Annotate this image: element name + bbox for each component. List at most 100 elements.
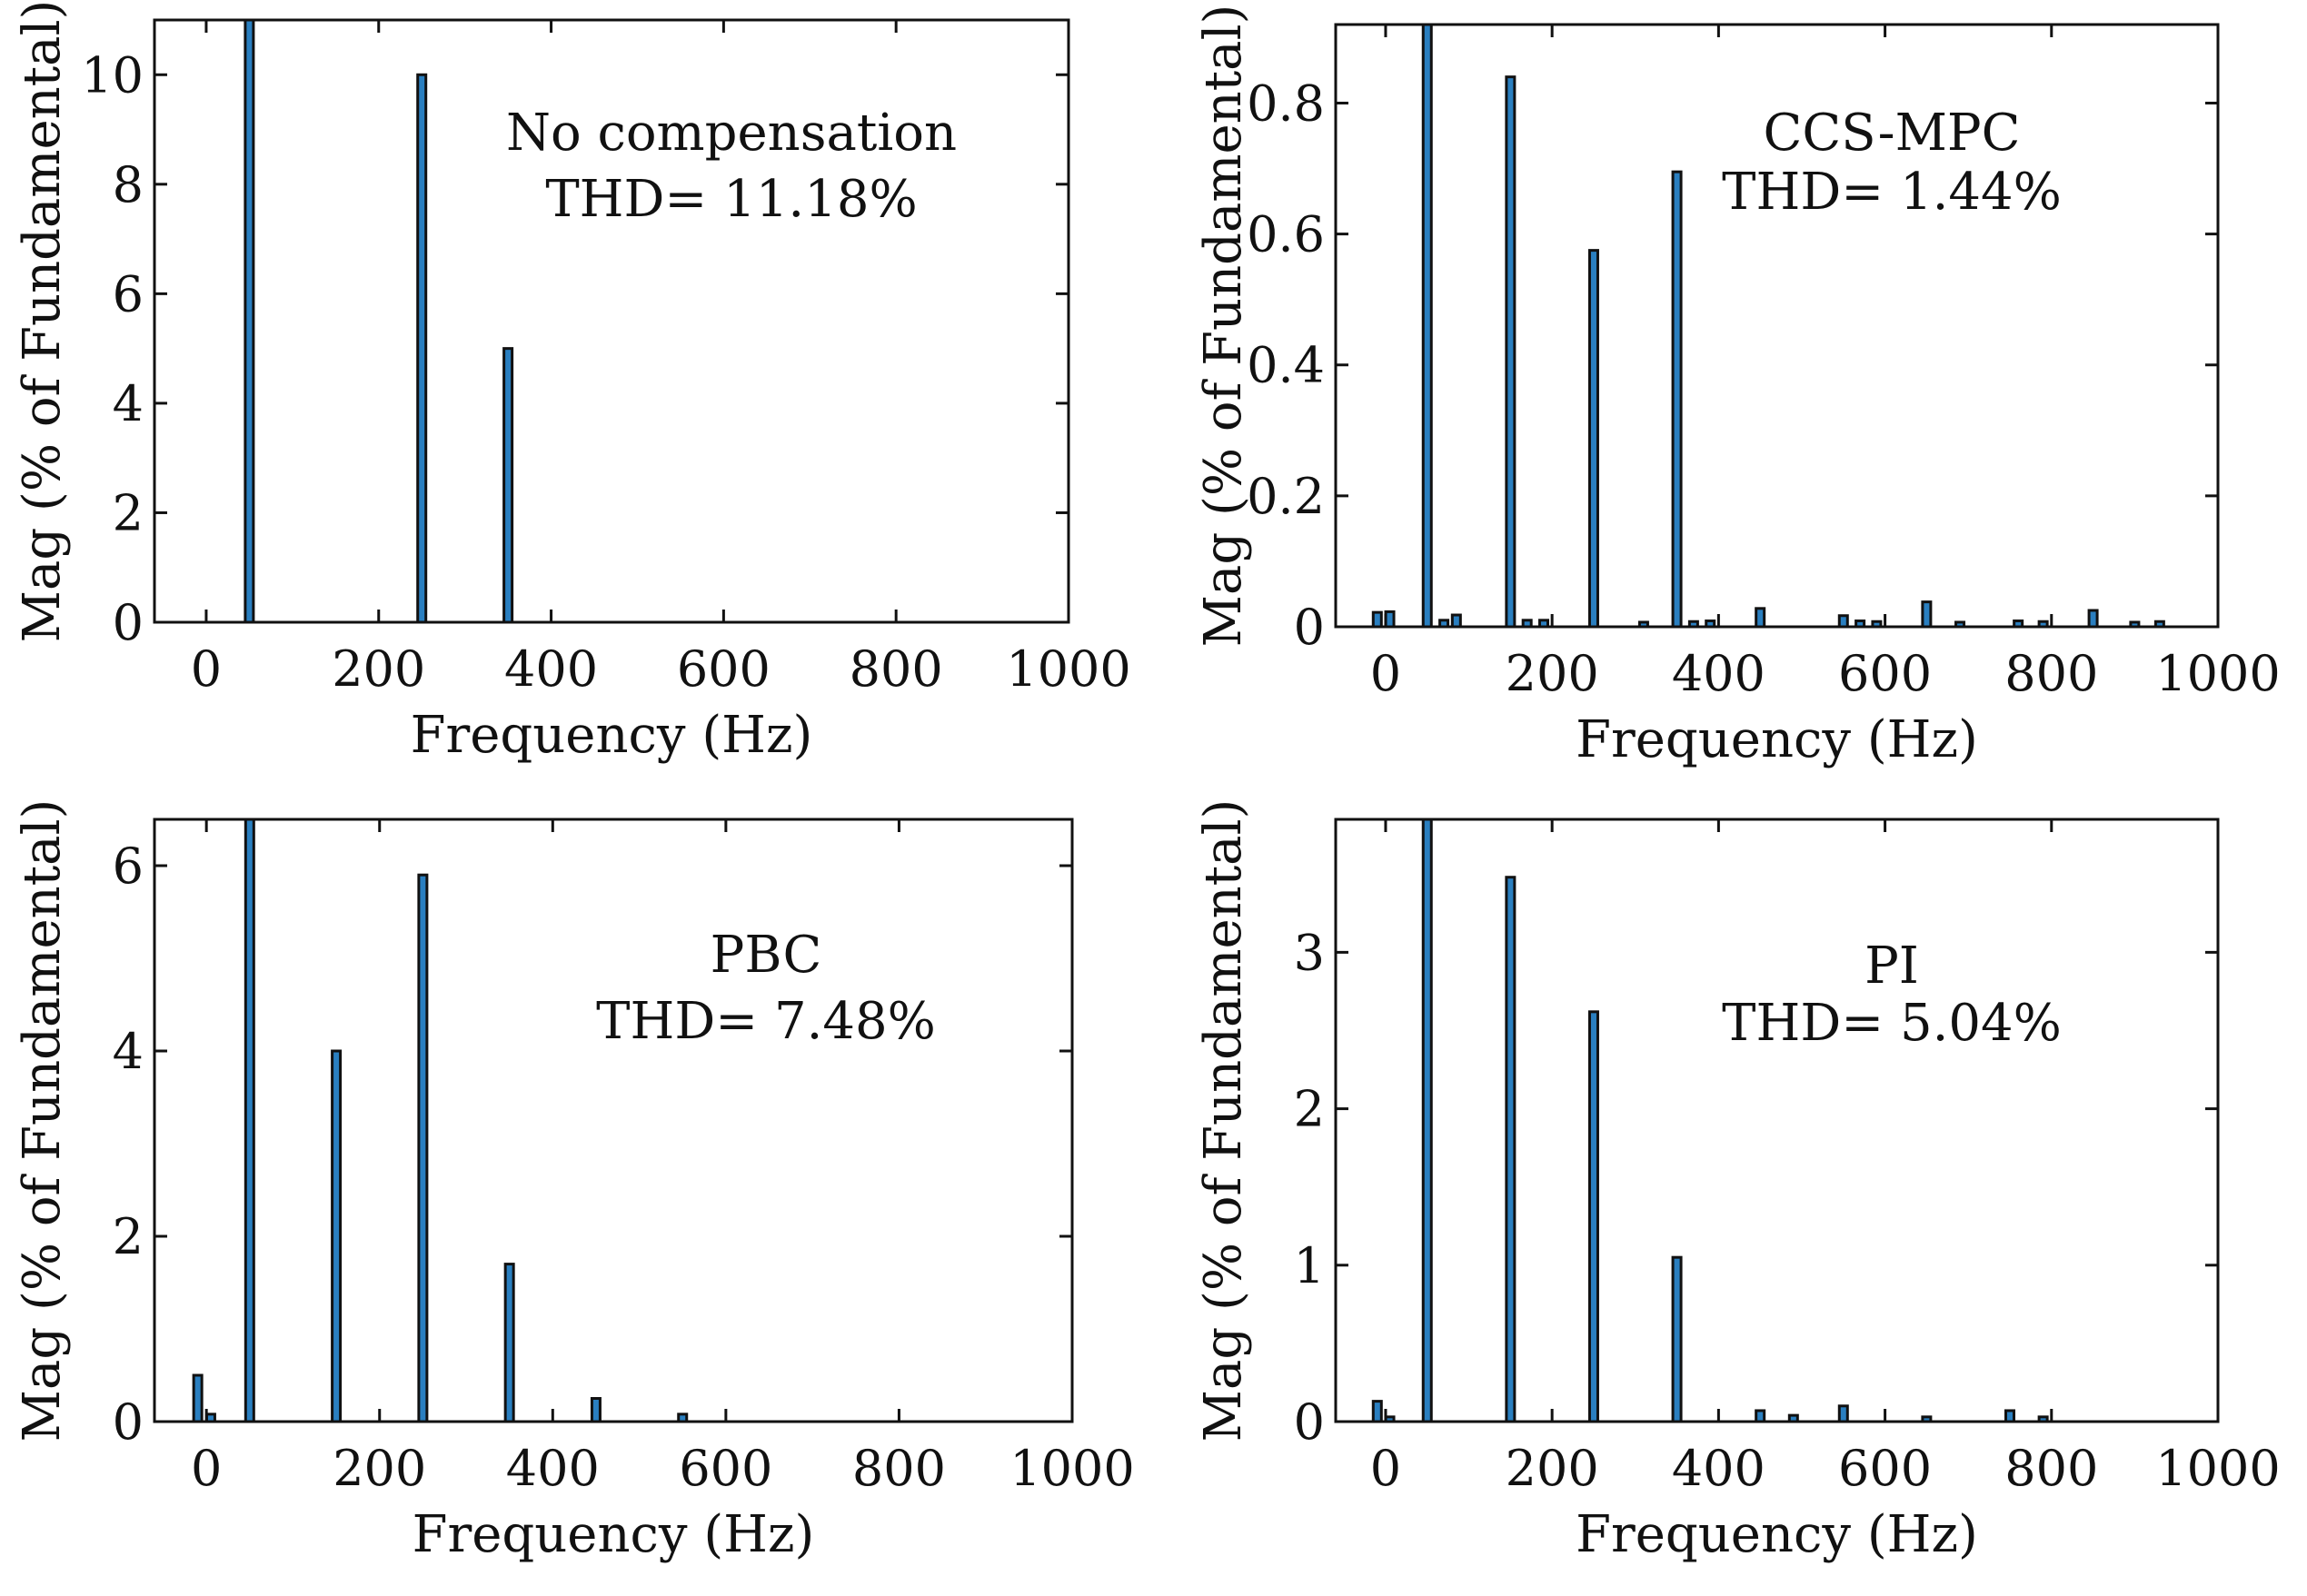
y-tick-label: 0.2 [1247, 468, 1325, 525]
x-tick-label: 400 [1672, 1440, 1765, 1497]
bar [1921, 600, 1933, 629]
y-tick-label: 0.4 [1247, 337, 1325, 394]
x-tick-label: 400 [506, 1440, 600, 1497]
panel-pi: 0 200 400 600 800 1000 0 1 2 3 Frequency (Hz) Mag (… [1194, 799, 2281, 1564]
y-axis-label: Mag (% of Fundamental) [1194, 5, 1253, 648]
controller-name-label: CCS-MPC [1764, 104, 2021, 163]
bar [1450, 613, 1462, 629]
bar [503, 1263, 515, 1423]
x-tick-label: 0 [1370, 1440, 1401, 1497]
plot-frame [153, 818, 1074, 1423]
x-tick-label: 800 [2004, 645, 2098, 702]
bar [1855, 620, 1866, 629]
y-tick-label: 10 [81, 46, 144, 104]
bar [1871, 620, 1883, 629]
bar [502, 347, 514, 624]
bar [590, 1397, 602, 1423]
x-tick-label: 800 [852, 1440, 946, 1497]
y-tick-label: 2 [113, 1208, 144, 1265]
bar [1421, 818, 1433, 1423]
y-tick-label: 2 [1294, 1081, 1325, 1138]
y-tick-label: 1 [1294, 1237, 1325, 1294]
thd-label: THD= 7.48% [596, 992, 936, 1051]
x-tick-label: 200 [333, 1440, 426, 1497]
bar [1755, 1409, 1766, 1423]
bar [417, 873, 429, 1423]
bar [244, 18, 255, 624]
x-tick-label: 800 [2004, 1440, 2098, 1497]
bar [1505, 75, 1516, 629]
controller-name-label: PI [1864, 937, 1919, 996]
x-tick-label: 600 [677, 640, 771, 698]
bar [1837, 614, 1849, 629]
x-tick-label: 1000 [2155, 645, 2280, 702]
bar [1687, 620, 1699, 629]
bar [2037, 1415, 2049, 1423]
y-tick-label: 6 [113, 838, 144, 895]
x-tick-label: 800 [850, 640, 943, 698]
bar [1371, 610, 1383, 629]
y-tick-label: 4 [113, 1023, 144, 1080]
x-tick-label: 1000 [1006, 640, 1130, 698]
thd-label: THD= 5.04% [1722, 994, 2062, 1053]
bar [1671, 170, 1683, 629]
bar [1921, 1415, 1933, 1423]
x-tick-label: 200 [1506, 645, 1599, 702]
x-tick-label: 0 [191, 640, 222, 698]
plot-frame [1334, 818, 2220, 1423]
y-tick-label: 6 [113, 265, 144, 322]
x-axis-label: Frequency (Hz) [1576, 1505, 1978, 1564]
panel-no-compensation: 0 200 400 600 800 1000 0 2 4 6 8 10 Frequency (Hz) Ma… [13, 0, 1131, 765]
y-axis-label: Mag (% of Fundamental) [13, 799, 72, 1442]
bar [1587, 1010, 1599, 1423]
y-tick-label: 2 [113, 484, 144, 541]
bar [2013, 620, 2024, 629]
x-tick-label: 0 [191, 1440, 222, 1497]
x-axis-label: Frequency (Hz) [411, 706, 813, 765]
y-tick-label: 0 [113, 1393, 144, 1451]
plot-frame [153, 18, 1070, 624]
y-tick-label: 4 [113, 375, 144, 432]
bar [2153, 620, 2165, 629]
controller-name-label: No compensation [506, 104, 957, 163]
bar [1587, 249, 1599, 629]
bar [1421, 23, 1433, 629]
y-tick-label: 0 [1294, 1393, 1325, 1451]
y-tick-label: 0 [113, 594, 144, 651]
bar [1521, 619, 1533, 629]
y-tick-label: 0 [1294, 599, 1325, 656]
x-tick-label: 0 [1370, 645, 1401, 702]
bar [416, 73, 428, 624]
y-tick-label: 0.6 [1247, 206, 1325, 263]
bar [192, 1373, 204, 1423]
bar [2037, 620, 2049, 629]
panel-ccs-mpc: 0 200 400 600 800 1000 0 0.2 0.4 0.6 0.8 Frequency … [1194, 5, 2281, 769]
thd-label: THD= 1.44% [1722, 163, 2062, 222]
x-tick-label: 200 [1506, 1440, 1599, 1497]
x-tick-label: 400 [504, 640, 598, 698]
y-tick-label: 3 [1294, 924, 1325, 981]
y-axis-label: Mag (% of Fundamental) [13, 0, 72, 642]
bar [1671, 1255, 1683, 1423]
x-axis-label: Frequency (Hz) [1576, 710, 1978, 769]
bar [1637, 620, 1649, 629]
bar [1705, 620, 1716, 629]
panel-pbc: 0 200 400 600 800 1000 0 2 4 6 Frequency (Hz) Mag (… [13, 799, 1135, 1564]
bar [1505, 876, 1516, 1423]
bar [1438, 619, 1450, 629]
bar [2004, 1409, 2015, 1423]
thd-label: THD= 11.18% [545, 170, 917, 229]
bar [244, 818, 255, 1423]
x-tick-label: 600 [679, 1440, 772, 1497]
bar [1371, 1400, 1383, 1423]
x-tick-label: 600 [1838, 645, 1932, 702]
x-tick-label: 1000 [2155, 1440, 2280, 1497]
plot-frame [1334, 23, 2220, 629]
bar [1755, 607, 1766, 629]
bar [1787, 1413, 1799, 1423]
bar [1837, 1404, 1849, 1423]
bar [331, 1049, 343, 1423]
bar [1954, 620, 1966, 629]
y-axis-label: Mag (% of Fundamental) [1194, 799, 1253, 1442]
